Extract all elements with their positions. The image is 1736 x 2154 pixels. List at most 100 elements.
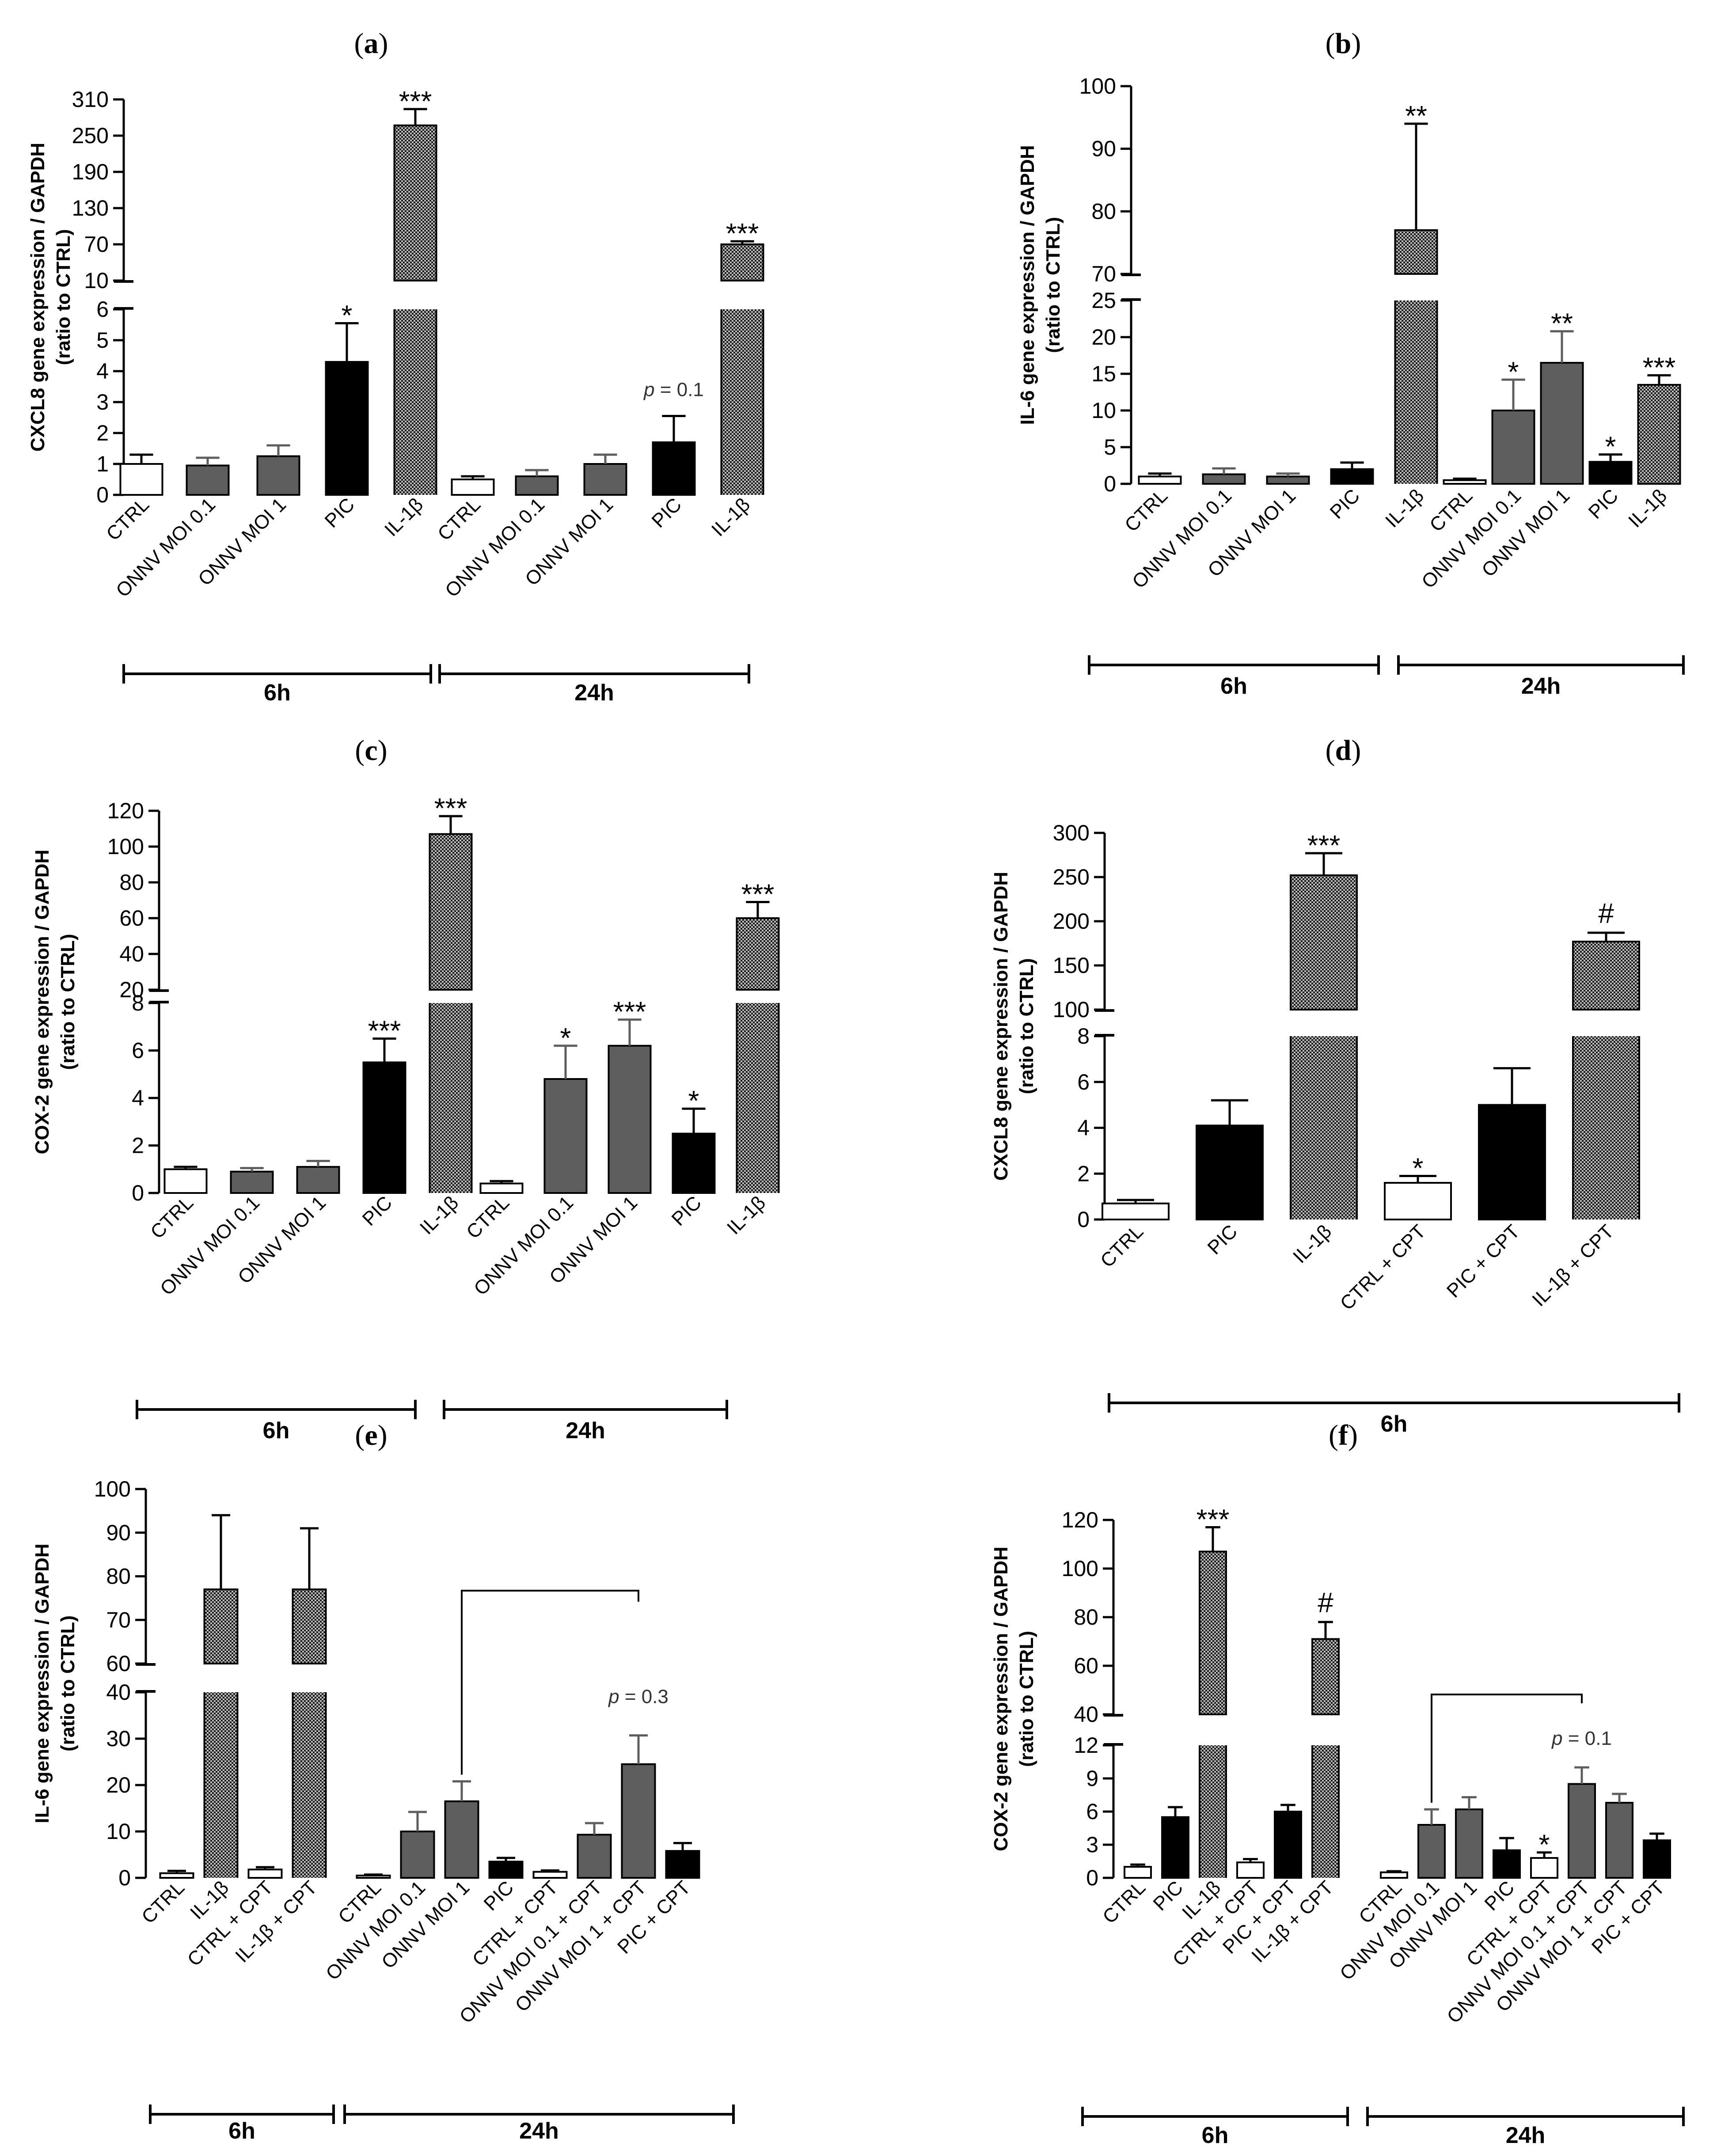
bar-upper-part bbox=[429, 833, 473, 991]
significance-mark: *** bbox=[1197, 1504, 1230, 1535]
significance-mark: *** bbox=[1307, 829, 1341, 861]
y-tick-label: 100 bbox=[94, 1477, 131, 1501]
panel-e: (e) 60 70 80 90 100 0 10 20 30 40 IL-6 gene express… bbox=[31, 1419, 735, 2144]
bar bbox=[159, 1872, 194, 1879]
significance-mark: ** bbox=[1551, 308, 1573, 339]
y-tick-label: 30 bbox=[106, 1726, 131, 1751]
bar bbox=[1161, 1816, 1189, 1879]
panel-label: (f) bbox=[1329, 1419, 1358, 1451]
bar-lower-part bbox=[1312, 1745, 1339, 1878]
bar-upper-part bbox=[1290, 874, 1358, 1011]
y-axis-label: IL-6 gene expression / GAPDH bbox=[1017, 145, 1038, 425]
bar bbox=[1588, 461, 1633, 485]
bar bbox=[296, 1166, 340, 1194]
y-tick-label: 80 bbox=[1091, 199, 1116, 224]
bar-upper-part bbox=[720, 243, 764, 281]
group-label: 6h bbox=[1381, 1411, 1408, 1437]
y-tick-label: 0 bbox=[118, 1865, 131, 1890]
y-axis-label: CXCL8 gene expression / GAPDH bbox=[27, 143, 49, 452]
group-label: 6h bbox=[228, 2118, 255, 2144]
bar bbox=[163, 1168, 208, 1194]
y-tick-label: 150 bbox=[1053, 953, 1090, 978]
y-tick-label: 70 bbox=[106, 1607, 131, 1632]
significance-mark: *** bbox=[613, 996, 646, 1028]
y-tick-label: 1 bbox=[96, 452, 109, 476]
y-tick-label: 100 bbox=[1062, 1556, 1098, 1581]
y-tick-label: 0 bbox=[1077, 1207, 1090, 1232]
bar bbox=[1530, 1857, 1558, 1879]
bar bbox=[672, 1132, 716, 1194]
y-tick-label: 10 bbox=[106, 1819, 131, 1844]
significance-mark: * bbox=[560, 1022, 571, 1054]
group-label: 24h bbox=[519, 2118, 559, 2144]
y-tick-label: 80 bbox=[119, 870, 144, 895]
bar bbox=[665, 1850, 700, 1879]
x-category-label: CTRL bbox=[433, 494, 485, 545]
bar bbox=[356, 1874, 391, 1879]
bar bbox=[1330, 468, 1374, 485]
y-tick-label: 6 bbox=[1077, 1070, 1090, 1094]
y-tick-label: 90 bbox=[106, 1520, 131, 1545]
bar bbox=[583, 463, 627, 496]
y-tick-label: 15 bbox=[1091, 361, 1116, 386]
bar bbox=[1384, 1182, 1452, 1220]
bar bbox=[1266, 475, 1310, 485]
x-category-label: IL-1β + CPT bbox=[1528, 1220, 1618, 1311]
panel-d: (d) 100 150 200 250 300 0 2 4 6 8 CXCL8 gene expres… bbox=[990, 734, 1680, 1437]
panel-c: (c) 20 40 60 80 100 120 0 2 4 6 8 COX-2 gene express… bbox=[31, 734, 780, 1444]
y-tick-label: 6 bbox=[132, 1038, 144, 1063]
bar bbox=[186, 464, 230, 496]
y-tick-label: 4 bbox=[96, 359, 109, 384]
y-tick-label: 4 bbox=[132, 1086, 144, 1110]
bar bbox=[325, 361, 369, 496]
significance-mark: *** bbox=[434, 792, 467, 824]
y-tick-label: 3 bbox=[96, 390, 109, 414]
y-tick-label: 0 bbox=[1104, 471, 1116, 496]
y-tick-label: 5 bbox=[96, 328, 109, 353]
bar bbox=[515, 475, 559, 496]
y-tick-label: 120 bbox=[107, 798, 144, 823]
x-category-label: IL-1β bbox=[380, 494, 427, 540]
y-axis-label: CXCL8 gene expression / GAPDH bbox=[990, 872, 1012, 1181]
bar bbox=[1478, 1104, 1546, 1220]
significance-mark: *** bbox=[368, 1015, 401, 1047]
bar-upper-part bbox=[1572, 941, 1640, 1011]
x-category-label: CTRL bbox=[1098, 1877, 1150, 1928]
x-category-label: IL-1β bbox=[707, 494, 754, 540]
x-category-label: PIC bbox=[321, 494, 359, 532]
x-category-label: CTRL bbox=[102, 494, 153, 545]
y-tick-label: 40 bbox=[119, 942, 144, 966]
bar-lower-part bbox=[737, 1003, 779, 1193]
x-category-label: IL-1β bbox=[723, 1192, 770, 1238]
significance-mark: *** bbox=[741, 878, 775, 910]
y-tick-label: 0 bbox=[96, 482, 109, 507]
group-label: 6h bbox=[1202, 2123, 1229, 2148]
y-tick-label: 120 bbox=[1062, 1508, 1098, 1532]
y-tick-label: 3 bbox=[1086, 1832, 1098, 1857]
y-tick-label: 20 bbox=[119, 977, 144, 1002]
panel-label: (e) bbox=[355, 1419, 387, 1451]
y-tick-label: 0 bbox=[1086, 1865, 1098, 1890]
bar bbox=[652, 441, 696, 496]
panel-b: (b) 70 80 90 100 0 5 10 15 20 25 IL-6 gene expressi… bbox=[1017, 27, 1685, 699]
x-category-label: CTRL bbox=[137, 1877, 189, 1928]
bar bbox=[1637, 384, 1681, 485]
bar bbox=[608, 1045, 652, 1194]
bar bbox=[1605, 1802, 1633, 1879]
comparison-bracket bbox=[1431, 1694, 1583, 1803]
x-category-label: IL-1β bbox=[1624, 485, 1671, 532]
significance-mark: * bbox=[1539, 1829, 1550, 1861]
y-axis-label-unit: (ratio to CTRL) bbox=[57, 1615, 79, 1751]
group-label: 24h bbox=[1506, 2123, 1546, 2148]
bar-lower-part bbox=[1291, 1036, 1357, 1219]
y-axis-label-unit: (ratio to CTRL) bbox=[1016, 1631, 1037, 1767]
x-category-label: CTRL bbox=[1096, 1220, 1147, 1272]
y-tick-label: 5 bbox=[1104, 435, 1116, 460]
x-category-label: PIC bbox=[648, 494, 686, 532]
bar bbox=[1443, 479, 1487, 485]
y-tick-label: 60 bbox=[106, 1651, 131, 1676]
x-category-label: IL-1β bbox=[1289, 1220, 1336, 1267]
y-tick-label: 200 bbox=[1053, 909, 1090, 934]
panel-label: (b) bbox=[1326, 27, 1361, 60]
bar bbox=[1202, 473, 1246, 485]
